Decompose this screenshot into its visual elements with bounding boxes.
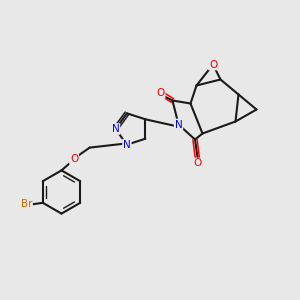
Text: N: N bbox=[175, 119, 182, 130]
Text: N: N bbox=[112, 124, 119, 134]
Text: O: O bbox=[156, 88, 165, 98]
Text: O: O bbox=[209, 59, 217, 70]
Text: O: O bbox=[70, 154, 78, 164]
Text: N: N bbox=[123, 140, 131, 150]
Text: Br: Br bbox=[20, 199, 32, 209]
Text: O: O bbox=[194, 158, 202, 169]
